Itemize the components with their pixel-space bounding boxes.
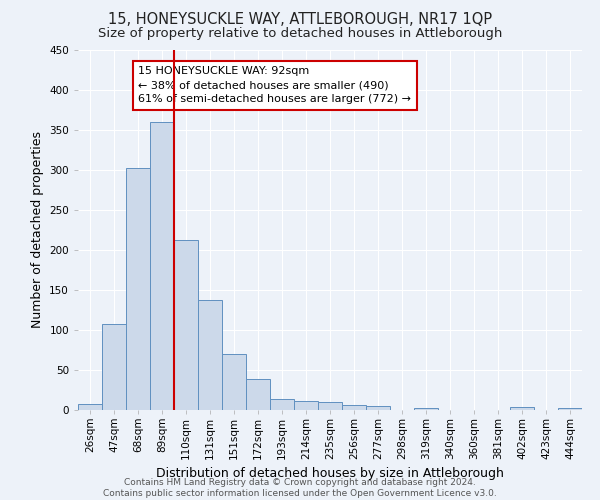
Bar [510, 407, 534, 410]
Bar [102, 324, 126, 410]
Bar [270, 399, 294, 410]
X-axis label: Distribution of detached houses by size in Attleborough: Distribution of detached houses by size … [156, 468, 504, 480]
Bar [294, 401, 318, 410]
Bar [198, 300, 222, 410]
Bar [414, 408, 438, 410]
Bar [78, 404, 102, 410]
Bar [558, 408, 582, 410]
Bar [222, 354, 246, 410]
Text: 15 HONEYSUCKLE WAY: 92sqm
← 38% of detached houses are smaller (490)
61% of semi: 15 HONEYSUCKLE WAY: 92sqm ← 38% of detac… [139, 66, 412, 104]
Bar [342, 405, 366, 410]
Bar [246, 379, 270, 410]
Text: Contains HM Land Registry data © Crown copyright and database right 2024.
Contai: Contains HM Land Registry data © Crown c… [103, 478, 497, 498]
Text: 15, HONEYSUCKLE WAY, ATTLEBOROUGH, NR17 1QP: 15, HONEYSUCKLE WAY, ATTLEBOROUGH, NR17 … [108, 12, 492, 28]
Bar [318, 402, 342, 410]
Bar [366, 406, 390, 410]
Bar [126, 168, 150, 410]
Bar [150, 122, 174, 410]
Text: Size of property relative to detached houses in Attleborough: Size of property relative to detached ho… [98, 28, 502, 40]
Bar [174, 240, 198, 410]
Y-axis label: Number of detached properties: Number of detached properties [31, 132, 44, 328]
